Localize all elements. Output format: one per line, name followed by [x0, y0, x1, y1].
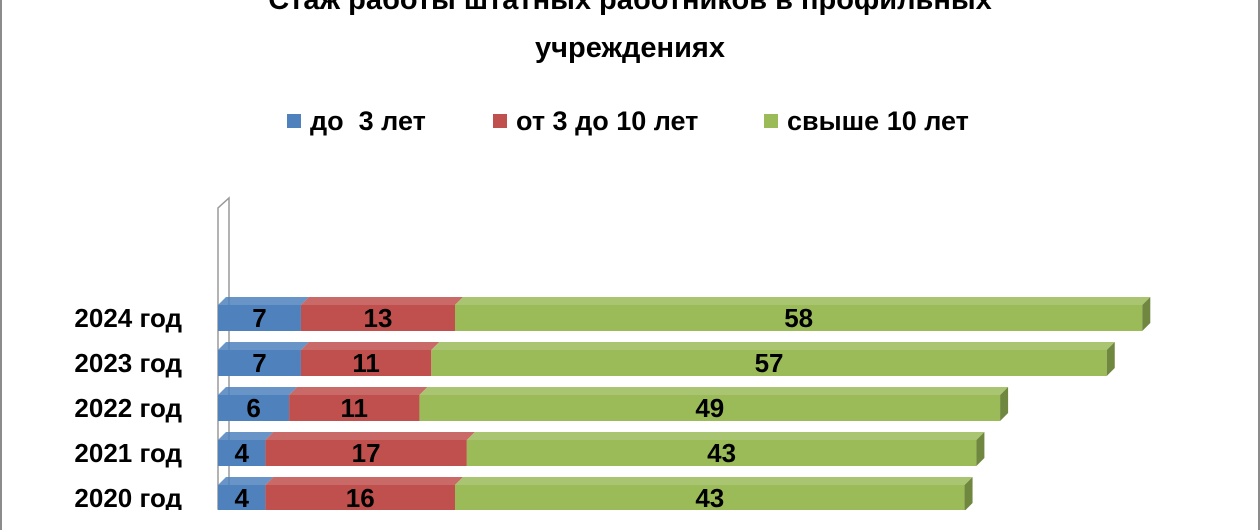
data-label: 16	[346, 483, 375, 510]
legend-swatch	[764, 114, 778, 128]
bar-top-face	[455, 477, 973, 485]
data-label: 4	[234, 483, 249, 510]
bar-top-face	[466, 432, 985, 440]
legend-item-under-3: до 3 лет	[287, 105, 426, 137]
bar-side-face	[964, 477, 973, 510]
bar-segment	[466, 440, 977, 466]
chart-title-line-2: учреждениях	[535, 32, 725, 64]
bar-top-face	[218, 387, 298, 395]
bar-side-face	[976, 432, 985, 466]
bar-top-face	[218, 477, 274, 485]
legend-item-over-10: свыше 10 лет	[764, 105, 969, 137]
bar-segment	[218, 350, 301, 376]
chart-legend: до 3 лет от 3 до 10 лет свыше 10 лет	[0, 105, 1260, 137]
data-label: 49	[695, 393, 724, 423]
bar-segment	[455, 485, 965, 510]
bar-segment	[300, 305, 455, 331]
bar-top-face	[265, 432, 475, 440]
bar-top-face	[218, 432, 274, 440]
bar-segment	[289, 395, 420, 421]
data-label: 6	[246, 393, 260, 423]
legend-item-3-to-10: от 3 до 10 лет	[493, 105, 698, 137]
category-label: 2024 год	[74, 303, 182, 333]
legend-swatch	[493, 114, 507, 128]
data-label: 11	[352, 348, 380, 378]
legend-swatch	[287, 114, 301, 128]
data-label: 11	[341, 393, 369, 423]
bar-segment	[419, 395, 1001, 421]
bar-top-face	[300, 342, 440, 350]
data-label: 7	[252, 348, 266, 378]
bar-side-face	[1142, 297, 1151, 331]
bar-segment	[455, 305, 1143, 331]
legend-label: свыше 10 лет	[787, 105, 969, 136]
data-label: 17	[352, 438, 381, 468]
bar-top-face	[431, 342, 1115, 350]
bar-top-face	[265, 477, 463, 485]
bar-segment	[218, 395, 290, 421]
bar-segment	[218, 485, 266, 510]
category-label: 2021 год	[74, 438, 182, 468]
data-label: 57	[755, 348, 784, 378]
bar-top-face	[300, 297, 463, 305]
chart-title-line-1: Стаж работы штатных работников в профиль…	[268, 0, 992, 16]
category-label: 2020 год	[74, 483, 182, 510]
category-label: 2023 год	[74, 348, 182, 378]
bar-top-face	[455, 297, 1151, 305]
data-label: 43	[707, 438, 736, 468]
bar-side-face	[1106, 342, 1115, 376]
bar-segment	[265, 440, 467, 466]
bar-top-face	[218, 342, 309, 350]
bar-segment	[265, 485, 455, 510]
bar-segment	[218, 440, 266, 466]
bar-top-face	[419, 387, 1009, 395]
chart-plot: 2024 год 7 13 58 2023 год 7 11 57 2022 год 6 11 49 2…	[74, 196, 1151, 510]
bar-segment	[300, 350, 432, 376]
bar-segment	[431, 350, 1107, 376]
data-label: 7	[252, 303, 266, 333]
data-label: 13	[364, 303, 393, 333]
bar-top-face	[218, 297, 309, 305]
data-label: 4	[234, 438, 249, 468]
bar-side-face	[1000, 387, 1009, 421]
legend-label: от 3 до 10 лет	[516, 105, 699, 136]
data-label: 43	[695, 483, 724, 510]
legend-label: до 3 лет	[310, 105, 426, 136]
data-label: 58	[784, 303, 813, 333]
bar-top-face	[289, 387, 428, 395]
category-label: 2022 год	[74, 393, 182, 423]
bar-segment	[218, 305, 301, 331]
